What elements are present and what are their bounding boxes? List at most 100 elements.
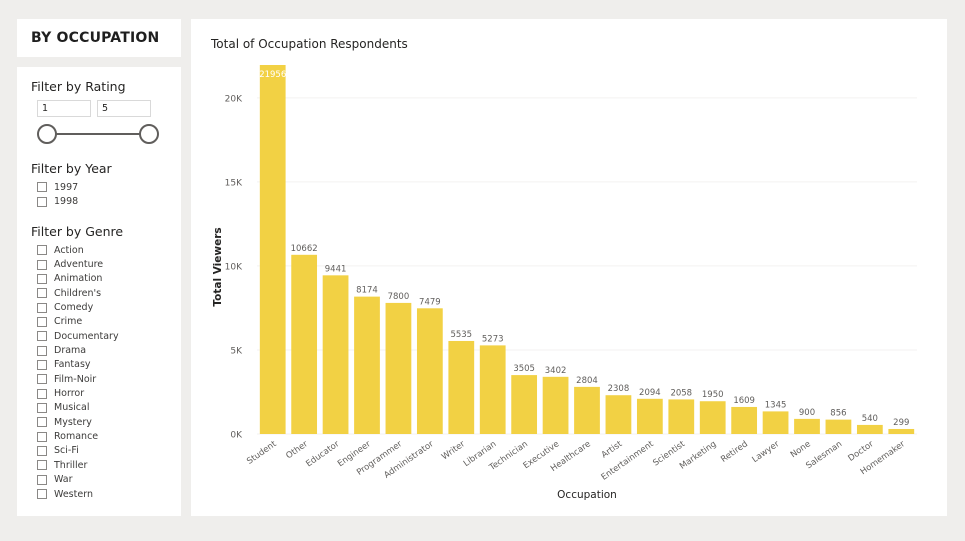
bar[interactable]	[762, 411, 789, 434]
bar[interactable]	[385, 302, 412, 434]
genre-option[interactable]: Adventure	[37, 257, 119, 271]
genre-option[interactable]: Film-Noir	[37, 372, 119, 386]
genre-checkbox[interactable]	[37, 431, 47, 442]
chart-card: Total of Occupation Respondents 0K 5K 10K 1…	[191, 19, 947, 516]
data-label: 856	[830, 409, 846, 419]
bar[interactable]	[605, 395, 632, 434]
data-label: 900	[799, 408, 815, 418]
genre-option[interactable]: Western	[37, 487, 119, 501]
genre-checkbox[interactable]	[37, 359, 47, 370]
bar[interactable]	[699, 401, 726, 434]
x-tick-label: Retired	[719, 439, 750, 465]
genre-checkbox[interactable]	[37, 316, 47, 327]
genre-option[interactable]: Animation	[37, 272, 119, 286]
bar[interactable]	[291, 254, 318, 434]
x-tick-label: Salesman	[804, 439, 844, 471]
genre-checkbox[interactable]	[37, 273, 47, 284]
rating-slider-track[interactable]	[46, 133, 148, 135]
genre-filter-title: Filter by Genre	[31, 224, 124, 239]
genre-option-label: Musical	[54, 402, 90, 414]
genre-option[interactable]: Documentary	[37, 329, 119, 343]
data-label: 5535	[450, 330, 472, 340]
year-option[interactable]: 1998	[37, 194, 78, 208]
data-label: 7479	[419, 297, 441, 307]
rating-min-input[interactable]	[37, 100, 91, 117]
genre-option[interactable]: Comedy	[37, 300, 119, 314]
bar[interactable]	[259, 65, 286, 434]
bar[interactable]	[354, 296, 380, 434]
genre-checkbox[interactable]	[37, 288, 47, 299]
data-label: 3505	[513, 364, 535, 374]
rating-max-input[interactable]	[97, 100, 151, 117]
data-label: 9441	[325, 264, 347, 274]
genre-option[interactable]: Children's	[37, 286, 119, 300]
genre-option-label: Romance	[54, 431, 99, 443]
filter-panel: Filter by Rating Filter by Year 1997 1998…	[17, 67, 181, 516]
genre-option[interactable]: Crime	[37, 315, 119, 329]
y-tick-label: 20K	[225, 94, 243, 104]
genre-checkbox[interactable]	[37, 474, 47, 485]
bar[interactable]	[731, 406, 758, 434]
genre-checkbox[interactable]	[37, 388, 47, 399]
y-tick-label: 0K	[230, 431, 243, 441]
data-label: 10662	[291, 244, 318, 254]
genre-option-label: Drama	[54, 345, 87, 357]
genre-option[interactable]: Horror	[37, 386, 119, 400]
bar[interactable]	[636, 398, 663, 434]
data-label: 1950	[702, 390, 724, 400]
genre-checkbox[interactable]	[37, 345, 47, 356]
data-label: 540	[862, 414, 878, 424]
genre-checkbox[interactable]	[37, 259, 47, 270]
bar[interactable]	[448, 340, 475, 434]
bar[interactable]	[511, 375, 538, 434]
bar[interactable]	[794, 418, 820, 434]
genre-checkbox[interactable]	[37, 331, 47, 342]
genre-checkbox[interactable]	[37, 402, 47, 413]
rating-slider-min-handle[interactable]	[37, 124, 57, 144]
genre-option[interactable]: Sci-Fi	[37, 444, 119, 458]
genre-option-label: Action	[54, 244, 84, 256]
genre-checkbox[interactable]	[37, 445, 47, 456]
genre-option[interactable]: Musical	[37, 401, 119, 415]
genre-option[interactable]: Romance	[37, 429, 119, 443]
data-label: 2058	[670, 388, 692, 398]
genre-checkbox[interactable]	[37, 302, 47, 313]
bar[interactable]	[856, 424, 883, 434]
genre-option-label: Documentary	[54, 330, 119, 342]
bar[interactable]	[574, 386, 600, 434]
genre-option-label: Thriller	[54, 459, 88, 471]
genre-option[interactable]: Drama	[37, 343, 119, 357]
year-option-label: 1998	[54, 196, 79, 208]
bar[interactable]	[416, 308, 443, 434]
x-tick-label: Educator	[304, 439, 341, 469]
year-checkbox[interactable]	[37, 196, 47, 207]
genre-option-label: Western	[54, 488, 93, 500]
genre-option-label: War	[54, 474, 73, 486]
data-label: 2094	[639, 388, 661, 398]
x-tick-label: None	[789, 439, 813, 460]
genre-option[interactable]: War	[37, 473, 119, 487]
chart-title: Total of Occupation Respondents	[211, 37, 408, 51]
data-label: 2804	[576, 376, 598, 386]
genre-checkbox[interactable]	[37, 374, 47, 385]
genre-checkbox[interactable]	[37, 245, 47, 256]
genre-option[interactable]: Thriller	[37, 458, 119, 472]
bar[interactable]	[668, 399, 695, 434]
bar[interactable]	[825, 419, 852, 434]
bar[interactable]	[479, 345, 506, 434]
genre-option-label: Film-Noir	[54, 373, 97, 385]
year-checkbox[interactable]	[37, 182, 47, 193]
genre-checkbox[interactable]	[37, 489, 47, 500]
genre-option[interactable]: Fantasy	[37, 358, 119, 372]
genre-checkbox[interactable]	[37, 460, 47, 471]
rating-slider-max-handle[interactable]	[139, 124, 159, 144]
bar[interactable]	[542, 376, 569, 434]
genre-checkbox[interactable]	[37, 417, 47, 428]
year-option[interactable]: 1997	[37, 180, 78, 194]
genre-option-label: Comedy	[54, 302, 94, 314]
data-label: 2308	[608, 384, 630, 394]
genre-option[interactable]: Mystery	[37, 415, 119, 429]
bar[interactable]	[322, 275, 349, 434]
bar[interactable]	[888, 428, 915, 434]
genre-option[interactable]: Action	[37, 243, 119, 257]
